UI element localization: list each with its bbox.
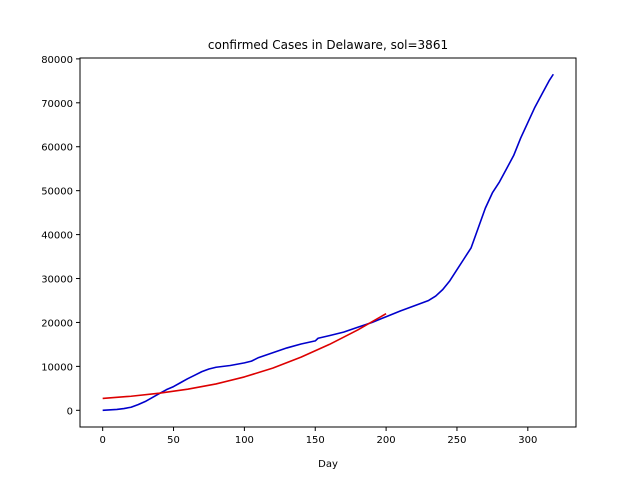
y-tick-label: 40000 — [41, 231, 73, 242]
x-tick-label: 0 — [99, 435, 105, 446]
x-axis-title: Day — [318, 459, 338, 470]
x-tick-label: 150 — [306, 435, 325, 446]
x-tick-label: 100 — [235, 435, 254, 446]
series-line-1 — [102, 73, 555, 412]
y-tick-label: 20000 — [41, 318, 73, 329]
plot-frame — [79, 57, 577, 428]
x-tick-label: 300 — [518, 435, 537, 446]
y-tick-label: 30000 — [41, 275, 73, 286]
y-tick-label: 60000 — [41, 143, 73, 154]
series-layer — [102, 73, 555, 412]
y-tick-label: 70000 — [41, 99, 73, 110]
y-tick-label: 80000 — [41, 55, 73, 66]
y-tick-label: 0 — [67, 406, 73, 417]
ticks-layer: 0 50 100 150 200 250 300 0 10000 20000 30000 40000 5… — [41, 55, 537, 446]
y-tick-label: 10000 — [41, 362, 73, 373]
x-tick-label: 50 — [167, 435, 180, 446]
series-line-2 — [102, 312, 387, 400]
x-tick-label: 250 — [447, 435, 466, 446]
chart-title: confirmed Cases in Delaware, sol=3861 — [208, 38, 448, 52]
x-tick-label: 200 — [377, 435, 396, 446]
y-tick-label: 50000 — [41, 187, 73, 198]
